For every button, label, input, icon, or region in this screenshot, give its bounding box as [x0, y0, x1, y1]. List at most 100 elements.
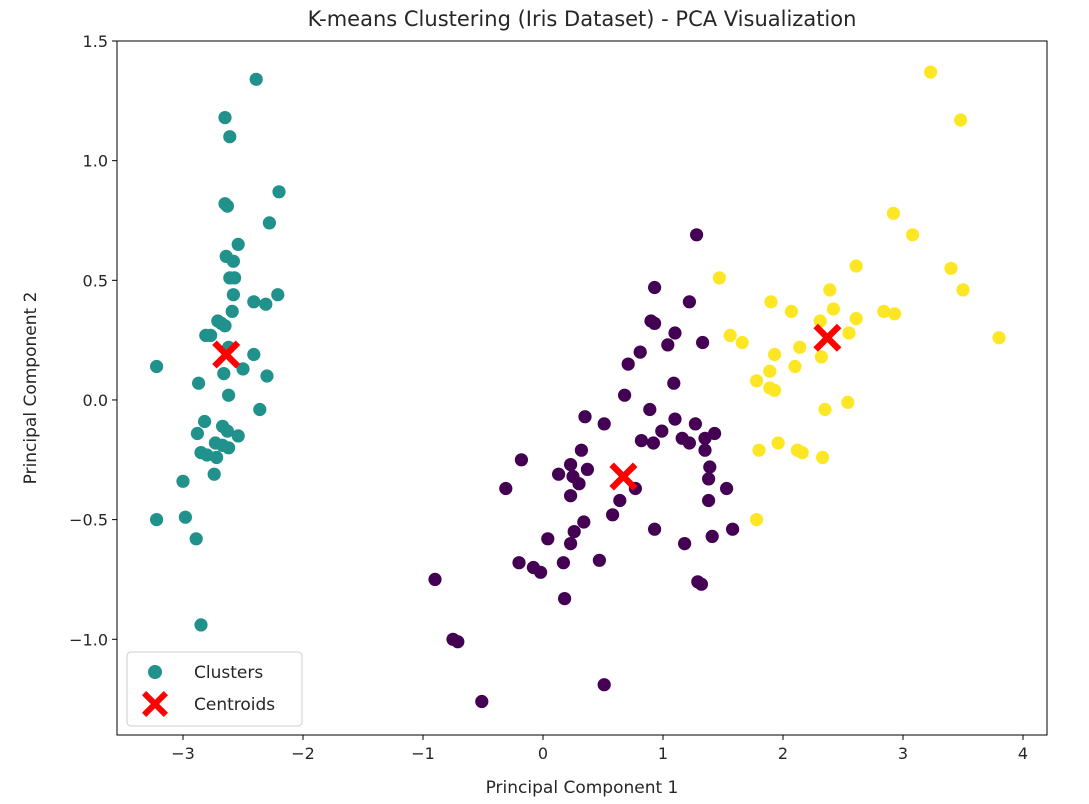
- data-point-95: [678, 537, 692, 551]
- x-tick-label: −3: [171, 744, 195, 763]
- legend: Clusters Centroids: [126, 651, 303, 727]
- data-point-46: [189, 532, 203, 546]
- data-point-24: [150, 359, 164, 374]
- y-tick-label: 0.0: [83, 391, 108, 410]
- centroids-layer: [212, 323, 842, 491]
- data-point-131: [768, 347, 782, 362]
- points-layer: [150, 65, 1006, 709]
- data-point-63: [688, 417, 703, 431]
- y-tick-label: −0.5: [69, 511, 108, 530]
- data-point-57: [621, 357, 635, 371]
- data-point-120: [784, 304, 799, 318]
- data-point-47: [194, 618, 208, 632]
- data-point-54: [696, 335, 710, 350]
- x-tick-label: −2: [291, 744, 315, 763]
- data-point-128: [992, 331, 1006, 345]
- data-point-115: [944, 261, 958, 275]
- data-point-13: [271, 288, 285, 302]
- data-point-108: [597, 678, 611, 692]
- data-point-109: [475, 694, 489, 709]
- data-point-31: [198, 414, 212, 429]
- data-point-98: [512, 556, 526, 570]
- data-point-137: [768, 383, 782, 397]
- data-point-73: [574, 443, 589, 457]
- legend-label-centroids: Centroids: [194, 695, 275, 715]
- data-point-59: [667, 376, 681, 390]
- data-point-25: [236, 362, 250, 376]
- data-point-82: [499, 481, 513, 496]
- data-point-81: [702, 472, 716, 486]
- centroid-marker-1: [212, 340, 241, 369]
- data-point-99: [556, 556, 571, 570]
- data-point-111: [954, 113, 968, 127]
- data-point-89: [577, 515, 591, 529]
- data-point-1: [218, 111, 232, 125]
- data-point-112: [886, 206, 901, 220]
- x-tick-label: 4: [1018, 744, 1028, 763]
- data-point-126: [842, 326, 856, 340]
- x-tick-label: 2: [778, 744, 788, 763]
- data-point-140: [771, 436, 785, 450]
- data-point-42: [207, 467, 221, 481]
- data-point-0: [249, 72, 263, 86]
- y-axis-label: Principal Component 2: [21, 292, 41, 485]
- data-point-64: [597, 417, 611, 431]
- data-point-144: [816, 450, 830, 464]
- x-axis-label: Principal Component 1: [486, 778, 679, 798]
- data-point-85: [564, 489, 578, 503]
- data-point-92: [567, 525, 581, 539]
- data-point-7: [231, 237, 245, 251]
- y-tick-label: 1.5: [83, 32, 108, 51]
- y-tick-label: −1.0: [69, 630, 108, 649]
- data-point-75: [564, 458, 578, 472]
- data-point-133: [788, 359, 802, 374]
- data-point-38: [222, 441, 236, 455]
- data-point-88: [606, 508, 620, 522]
- data-point-125: [813, 314, 827, 328]
- data-point-77: [580, 462, 595, 476]
- legend-box: [126, 651, 303, 727]
- legend-marker-clusters: [148, 665, 162, 679]
- y-tick-label: 1.0: [83, 152, 108, 171]
- centroid-marker-0: [609, 462, 638, 491]
- data-point-16: [225, 304, 239, 318]
- data-point-119: [764, 295, 778, 309]
- data-point-123: [888, 307, 902, 321]
- data-point-23: [247, 347, 261, 362]
- data-point-87: [702, 493, 716, 508]
- data-point-5: [220, 199, 234, 213]
- data-point-34: [190, 426, 204, 441]
- x-tick-label: 0: [538, 744, 548, 763]
- data-point-11: [228, 271, 242, 285]
- data-point-2: [223, 130, 237, 144]
- data-point-52: [648, 316, 662, 330]
- data-point-138: [841, 395, 855, 409]
- data-point-97: [592, 553, 607, 567]
- data-point-91: [648, 522, 662, 536]
- data-point-49: [648, 280, 662, 295]
- data-point-114: [849, 259, 863, 273]
- data-point-41: [210, 450, 224, 464]
- data-point-45: [150, 513, 164, 527]
- data-point-28: [192, 376, 206, 390]
- data-point-101: [534, 565, 548, 579]
- data-point-124: [849, 312, 863, 326]
- data-point-72: [698, 443, 712, 457]
- data-point-15: [259, 297, 273, 311]
- data-point-145: [750, 513, 764, 527]
- data-point-27: [260, 369, 274, 383]
- data-point-80: [572, 477, 586, 491]
- data-point-48: [690, 228, 704, 242]
- data-point-65: [655, 424, 669, 438]
- data-point-71: [682, 436, 697, 450]
- data-point-30: [253, 402, 267, 417]
- data-point-9: [226, 254, 240, 268]
- data-point-121: [826, 302, 841, 316]
- centroid-marker-2: [813, 323, 842, 352]
- data-point-110: [924, 65, 938, 79]
- data-point-61: [578, 410, 592, 424]
- x-tick-label: −1: [411, 744, 435, 763]
- data-point-113: [906, 228, 920, 242]
- data-point-104: [694, 577, 709, 591]
